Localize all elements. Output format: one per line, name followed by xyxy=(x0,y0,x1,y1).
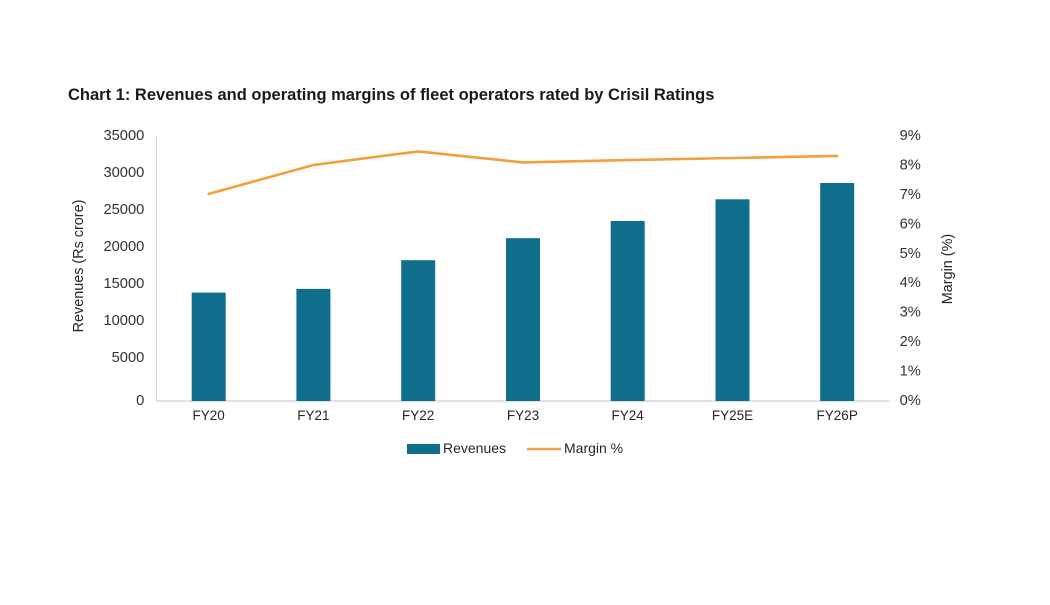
svg-text:Margin %: Margin % xyxy=(564,440,623,456)
svg-text:0%: 0% xyxy=(900,393,921,409)
svg-text:10000: 10000 xyxy=(103,313,144,329)
svg-text:25000: 25000 xyxy=(103,202,144,218)
svg-text:1%: 1% xyxy=(900,364,921,380)
svg-text:8%: 8% xyxy=(900,157,921,173)
svg-text:Revenues (Rs crore): Revenues (Rs crore) xyxy=(71,200,87,333)
svg-text:FY21: FY21 xyxy=(297,408,329,423)
svg-text:5%: 5% xyxy=(900,246,921,262)
svg-text:FY23: FY23 xyxy=(507,408,539,423)
svg-text:3%: 3% xyxy=(900,305,921,321)
svg-text:Margin (%): Margin (%) xyxy=(940,234,956,304)
svg-text:FY24: FY24 xyxy=(612,408,645,423)
svg-text:FY26P: FY26P xyxy=(817,408,858,423)
svg-text:35000: 35000 xyxy=(103,128,144,144)
svg-text:FY22: FY22 xyxy=(402,408,434,423)
svg-text:9%: 9% xyxy=(900,128,921,144)
svg-text:4%: 4% xyxy=(900,275,921,291)
svg-text:2%: 2% xyxy=(900,334,921,350)
svg-text:6%: 6% xyxy=(900,216,921,232)
svg-text:30000: 30000 xyxy=(103,165,144,181)
svg-text:0: 0 xyxy=(136,393,144,409)
svg-text:5000: 5000 xyxy=(112,350,145,366)
svg-text:20000: 20000 xyxy=(103,239,144,255)
svg-text:7%: 7% xyxy=(900,187,921,203)
svg-text:Revenues: Revenues xyxy=(443,440,506,456)
svg-text:FY25E: FY25E xyxy=(712,408,753,423)
svg-text:15000: 15000 xyxy=(103,276,144,292)
svg-text:FY20: FY20 xyxy=(193,408,225,423)
